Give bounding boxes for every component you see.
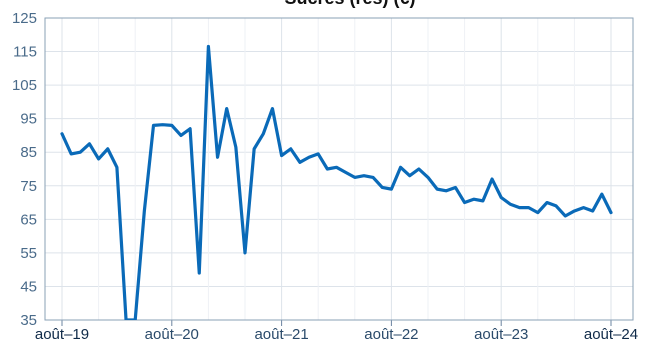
x-tick-label: août–20 [145,326,199,343]
x-tick-label: août–24 [584,326,638,343]
y-tick-label: 105 [12,77,37,94]
x-tick-label: août–19 [35,326,89,343]
series-line [62,47,611,320]
y-tick-label: 85 [20,144,37,161]
y-tick-label: 95 [20,111,37,128]
y-tick-label: 45 [20,278,37,295]
x-tick-label: août–23 [474,326,528,343]
x-tick-label: août–21 [254,326,308,343]
y-tick-label: 115 [13,44,37,61]
x-axis-tick-labels: août–19 août–20 août–21 août–22 août–23 août–… [35,326,638,343]
y-tick-label: 55 [20,245,37,262]
y-tick-label: 75 [20,178,37,195]
chart-title: Sucres (rés) (€) [284,0,415,8]
series-group [62,46,611,320]
x-tick-label: août–22 [364,326,418,343]
y-tick-label: 125 [12,10,37,27]
y-tick-label: 65 [20,211,37,228]
